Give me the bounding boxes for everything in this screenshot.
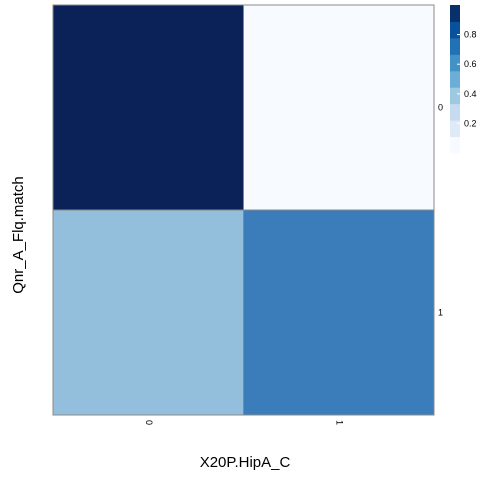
heatmap-cell-1-1 (243, 209, 435, 416)
colorbar-bin (450, 87, 460, 105)
plot-frame (52, 4, 435, 416)
x-tick-label: 0 (144, 420, 154, 425)
colorbar-tick-label: 0.6 (464, 59, 477, 69)
y-tick-labels: 01 (438, 103, 443, 318)
colorbar-bin (450, 37, 460, 55)
colorbar-tick-label: 0.2 (464, 118, 477, 128)
y-tick-label: 1 (438, 308, 443, 318)
colorbar: 0.2 0.4 0.6 0.8 (450, 5, 477, 154)
colorbar-bin (450, 136, 460, 154)
colorbar-bin (450, 70, 460, 88)
colorbar-bin (450, 21, 460, 39)
colorbar-bin (450, 120, 460, 138)
heatmap-cell-1-0 (243, 4, 435, 211)
x-axis-label: X20P.HipA_C (199, 454, 291, 471)
colorbar-tick-label: 0.8 (464, 30, 477, 40)
x-tick-label: 1 (334, 420, 344, 425)
y-axis-label: Qnr_A_Flq.match (10, 176, 27, 294)
colorbar-bin (450, 5, 460, 22)
heatmap-cells (52, 4, 435, 416)
heatmap-cell-0-1 (52, 209, 244, 416)
colorbar-bin (450, 54, 460, 72)
colorbar-tick-label: 0.4 (464, 89, 477, 99)
heatmap-cell-0-0 (52, 4, 244, 211)
colorbar-bin (450, 103, 460, 121)
y-tick-label: 0 (438, 103, 443, 113)
